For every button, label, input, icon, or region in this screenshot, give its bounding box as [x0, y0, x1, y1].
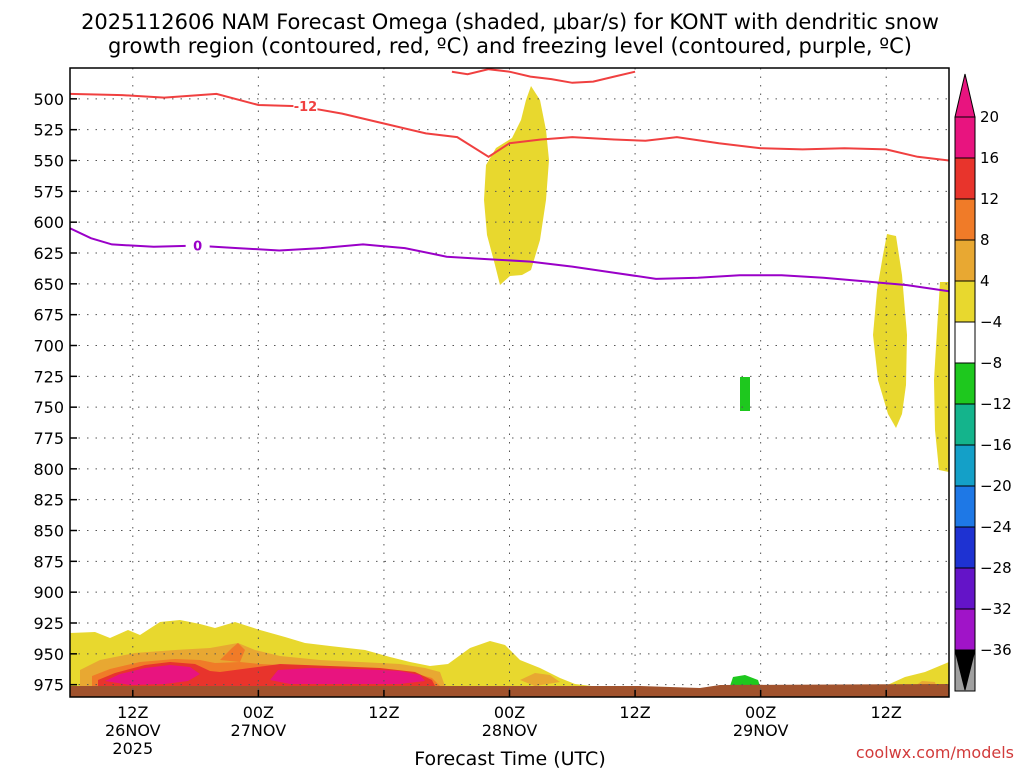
omega-plume-right [873, 234, 907, 428]
chart-title-line-2: growth region (contoured, red, ºC) and f… [108, 34, 912, 58]
omega-green-patch [740, 377, 750, 411]
contour-snow-growth-upper-arc [451, 68, 636, 84]
x-tick-label: 12Z [871, 703, 902, 722]
colorbar-swatch [954, 444, 976, 487]
colorbar-tick-label: −12 [980, 395, 1012, 413]
x-tick-label: 12Z [117, 703, 148, 722]
y-tick-label: 725 [33, 367, 64, 386]
omega-lowlevel-yellow-right [885, 662, 949, 686]
colorbar-tick-label: −28 [980, 559, 1012, 577]
omega-plume-edge [934, 282, 949, 472]
colorbar-swatch [954, 485, 976, 528]
omega-lowlevel-orange3 [220, 643, 245, 662]
chart-title-line-1: 2025112606 NAM Forecast Omega (shaded, μ… [81, 10, 939, 34]
y-tick-label: 600 [33, 213, 64, 232]
colorbar-tick-label: 12 [980, 190, 999, 208]
omega-lowlevel-magenta-right [270, 668, 425, 684]
colorbar-tick-label: −8 [980, 354, 1002, 372]
colorbar-tick-label: 8 [980, 231, 990, 249]
omega-lowlevel-green [730, 675, 760, 686]
colorbar-top-arrow [954, 73, 976, 118]
colorbar-swatch [954, 116, 976, 159]
y-tick-label: 500 [33, 90, 64, 109]
contour-lines: -12 0 [70, 68, 949, 293]
plot-area: -12 0 [70, 68, 949, 697]
colorbar-swatch [954, 362, 976, 405]
y-tick-label: 950 [33, 645, 64, 664]
x-tick-label: 12Z [619, 703, 650, 722]
colorbar-swatch [954, 198, 976, 241]
colorbar-swatch [954, 567, 976, 610]
colorbar-tick-label: −4 [980, 313, 1002, 331]
y-tick-label: 825 [33, 491, 64, 510]
colorbar-swatch [954, 526, 976, 569]
colorbar-swatch [954, 321, 976, 364]
y-tick-label: 650 [33, 275, 64, 294]
colorbar-tick-label: −16 [980, 436, 1012, 454]
colorbar-tick-label: −20 [980, 477, 1012, 495]
colorbar-swatch [954, 403, 976, 446]
x-tick-label: 12Z [368, 703, 399, 722]
colorbar-swatch [954, 157, 976, 200]
contour-label: 0 [193, 240, 202, 255]
x-tick-label: 00Z [494, 703, 525, 722]
contour-label-background [185, 238, 210, 253]
x-tick-label: 27NOV [231, 721, 287, 740]
y-tick-label: 900 [33, 583, 64, 602]
omega-plume-upper [484, 86, 549, 285]
contour-freezing-level-0 [70, 227, 949, 293]
colorbar-tick-label: −36 [980, 641, 1012, 659]
contour-label: -12 [294, 100, 318, 115]
x-tick-label: 00Z [243, 703, 274, 722]
x-axis-label: Forecast Time (UTC) [414, 748, 605, 768]
y-tick-label: 975 [33, 676, 64, 695]
y-tick-label: 700 [33, 337, 64, 356]
y-tick-label: 850 [33, 522, 64, 541]
y-axis: 500 525 550 575 600 625 650 675 700 725 750 775 800 8… [33, 90, 77, 695]
y-tick-label: 575 [33, 182, 64, 201]
x-tick-label: 29NOV [733, 721, 789, 740]
y-tick-label: 675 [33, 306, 64, 325]
y-tick-label: 750 [33, 398, 64, 417]
y-tick-label: 875 [33, 552, 64, 571]
y-tick-label: 925 [33, 614, 64, 633]
y-tick-label: 800 [33, 460, 64, 479]
y-tick-label: 550 [33, 152, 64, 171]
colorbar-bottom-arrow [954, 649, 976, 691]
colorbar-swatch [954, 608, 976, 651]
colorbar-tick-label: 20 [980, 108, 999, 126]
grid-lines [70, 68, 949, 697]
x-tick-label: 2025 [112, 739, 153, 758]
y-tick-label: 625 [33, 244, 64, 263]
contour-label-background [293, 99, 318, 114]
colorbar-tick-label: 16 [980, 149, 999, 167]
contour-snow-growth-top-minus12 [70, 92, 949, 162]
colorbar: 20 16 12 8 4 −4 −8 −12 −16 −20 −24 −28 −32 −36 [954, 73, 1012, 692]
credit-text[interactable]: coolwx.com/models [856, 743, 1014, 762]
x-tick-label: 26NOV [105, 721, 161, 740]
y-tick-label: 525 [33, 121, 64, 140]
colorbar-swatch [954, 239, 976, 282]
colorbar-tick-label: −24 [980, 518, 1012, 536]
x-tick-label: 00Z [745, 703, 776, 722]
y-tick-label: 775 [33, 429, 64, 448]
colorbar-tick-label: −32 [980, 600, 1012, 618]
colorbar-swatch [954, 280, 976, 323]
colorbar-tick-label: 4 [980, 272, 990, 290]
x-tick-label: 28NOV [482, 721, 538, 740]
omega-lowlevel-magenta-left [105, 665, 200, 685]
omega-lowlevel-orange4 [520, 673, 560, 686]
